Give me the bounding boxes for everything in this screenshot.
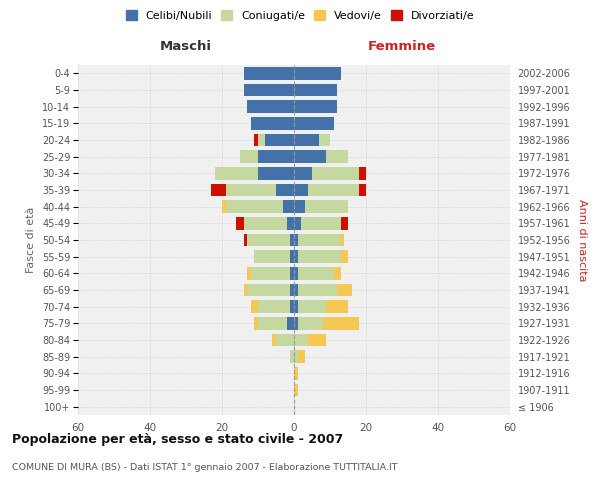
Bar [211, 184, 226, 196]
Bar [294, 117, 334, 130]
Bar [290, 250, 294, 263]
Bar [215, 167, 258, 179]
Bar [244, 84, 294, 96]
Bar [294, 317, 298, 330]
Bar [247, 234, 290, 246]
Bar [294, 300, 298, 313]
Bar [294, 200, 305, 213]
Legend: Celibi/Nubili, Coniugati/e, Vedovi/e, Divorziati/e: Celibi/Nubili, Coniugati/e, Vedovi/e, Di… [124, 8, 476, 23]
Bar [294, 334, 308, 346]
Bar [301, 217, 341, 230]
Bar [222, 200, 226, 213]
Bar [287, 317, 294, 330]
Bar [251, 300, 258, 313]
Bar [326, 300, 348, 313]
Bar [290, 300, 294, 313]
Bar [341, 217, 348, 230]
Bar [294, 267, 298, 280]
Bar [337, 284, 352, 296]
Bar [294, 384, 298, 396]
Bar [247, 267, 251, 280]
Text: COMUNE DI MURA (BS) - Dati ISTAT 1° gennaio 2007 - Elaborazione TUTTITALIA.IT: COMUNE DI MURA (BS) - Dati ISTAT 1° genn… [12, 462, 398, 471]
Bar [294, 67, 341, 80]
Bar [294, 167, 312, 179]
Bar [294, 134, 319, 146]
Bar [244, 234, 247, 246]
Bar [294, 184, 308, 196]
Bar [294, 284, 298, 296]
Bar [258, 317, 287, 330]
Bar [244, 217, 287, 230]
Bar [308, 334, 326, 346]
Y-axis label: Fasce di età: Fasce di età [26, 207, 37, 273]
Bar [240, 150, 258, 163]
Bar [294, 367, 298, 380]
Bar [276, 184, 294, 196]
Bar [287, 217, 294, 230]
Bar [323, 317, 359, 330]
Bar [254, 134, 258, 146]
Bar [298, 250, 341, 263]
Bar [312, 167, 359, 179]
Bar [254, 317, 258, 330]
Bar [251, 117, 294, 130]
Bar [305, 200, 348, 213]
Bar [294, 217, 301, 230]
Bar [294, 150, 326, 163]
Bar [258, 300, 290, 313]
Bar [298, 284, 337, 296]
Bar [308, 184, 359, 196]
Bar [276, 334, 294, 346]
Bar [298, 317, 323, 330]
Bar [283, 200, 294, 213]
Bar [244, 284, 247, 296]
Bar [326, 150, 348, 163]
Bar [294, 84, 337, 96]
Bar [294, 100, 337, 113]
Bar [247, 284, 290, 296]
Bar [251, 267, 290, 280]
Bar [258, 150, 294, 163]
Text: Femmine: Femmine [368, 40, 436, 54]
Bar [226, 200, 283, 213]
Bar [298, 350, 305, 363]
Bar [258, 167, 294, 179]
Bar [265, 134, 294, 146]
Bar [334, 267, 341, 280]
Bar [272, 334, 276, 346]
Bar [298, 234, 341, 246]
Y-axis label: Anni di nascita: Anni di nascita [577, 198, 587, 281]
Bar [244, 67, 294, 80]
Bar [254, 250, 290, 263]
Text: Popolazione per età, sesso e stato civile - 2007: Popolazione per età, sesso e stato civil… [12, 432, 343, 446]
Bar [294, 350, 298, 363]
Bar [294, 250, 298, 263]
Bar [290, 284, 294, 296]
Bar [298, 300, 326, 313]
Bar [236, 217, 244, 230]
Bar [298, 267, 334, 280]
Bar [247, 100, 294, 113]
Bar [319, 134, 330, 146]
Bar [290, 267, 294, 280]
Bar [294, 234, 298, 246]
Bar [258, 134, 265, 146]
Bar [359, 167, 366, 179]
Text: Maschi: Maschi [160, 40, 212, 54]
Bar [359, 184, 366, 196]
Bar [341, 250, 348, 263]
Bar [290, 350, 294, 363]
Bar [290, 234, 294, 246]
Bar [226, 184, 276, 196]
Bar [341, 234, 344, 246]
